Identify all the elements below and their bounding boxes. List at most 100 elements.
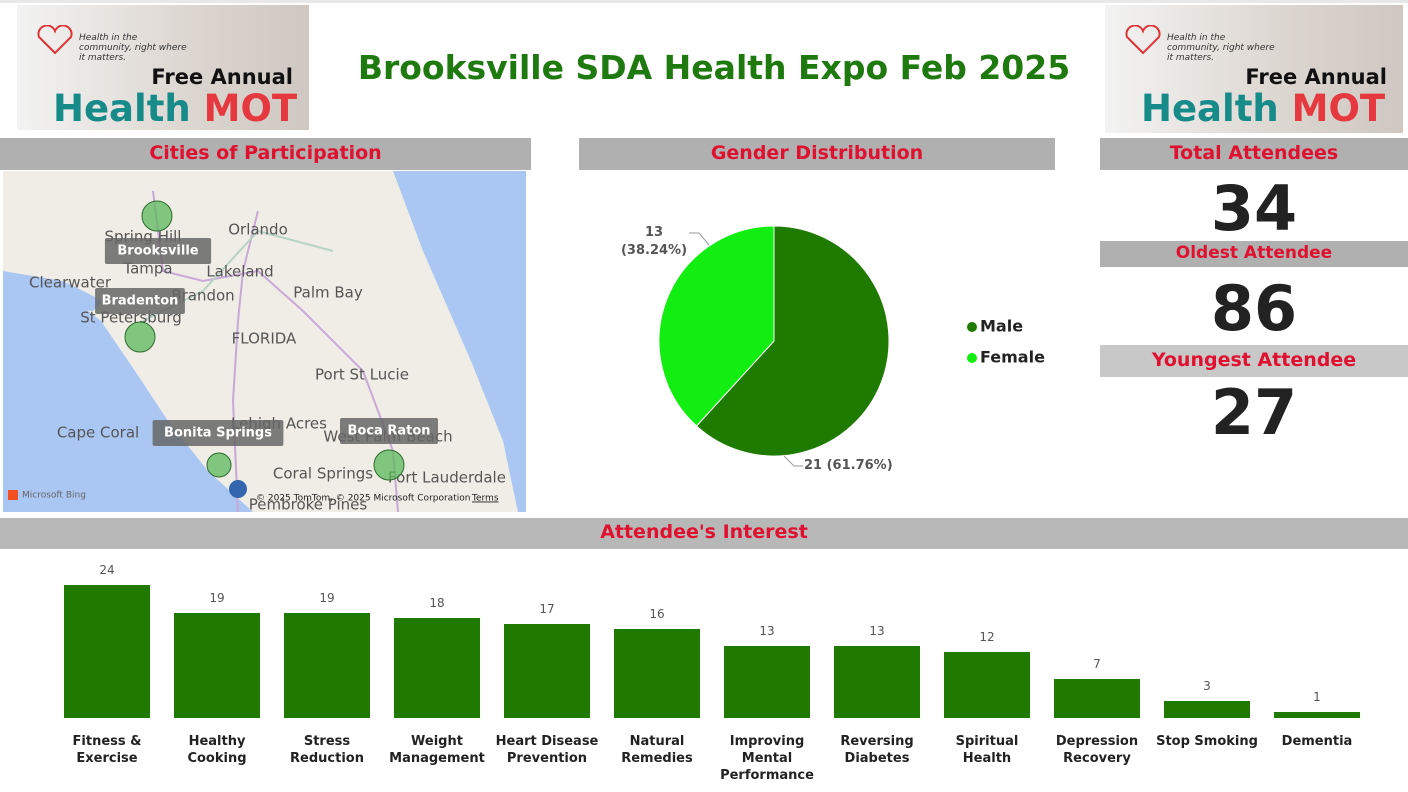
x-tick-label: Natural Remedies [621,734,693,766]
pie-title: Gender Distribution [579,138,1055,170]
city-bubble [141,200,173,232]
bar-chart: 24 Fitness & Exercise 19 Healthy Cooking 19 S… [0,549,1408,792]
x-tick-label: Heart Disease Prevention [495,734,599,766]
map-credits: © 2025 TomTom, © 2025 Microsoft Corporat… [256,494,470,504]
bar-value-label: 16 [649,607,665,622]
banner-mot: MOT [203,87,298,130]
x-tick-label: Fitness & Exercise [72,734,142,766]
banner-health: Health [53,87,191,130]
kpi-title: Oldest Attendee [1100,241,1408,267]
kpi-title: Total Attendees [1100,138,1408,170]
banner-heading: Health MOT [53,87,297,130]
place-label: Cape Coral [57,424,139,442]
place-label: Clearwater [29,274,112,292]
pie-slice [658,225,775,427]
leader-line [689,232,710,246]
page-title: Brooksville SDA Health Expo Feb 2025 [357,48,1071,87]
bar-value-label: 13 [759,623,775,638]
x-tick-label: Healthy Cooking [187,734,247,766]
city-label-bg [340,418,438,444]
heart [1125,25,1161,55]
heart-icon [37,25,73,55]
banner-health: Health [1141,87,1279,130]
kpi-title: Youngest Attendee [1100,345,1408,377]
map-title: Cities of Participation [0,138,531,170]
banner-heading: Health MOT [1141,87,1385,130]
x-tick-label: Spiritual Health [955,734,1019,766]
place-label: Lakeland [206,263,273,281]
leader-line [783,455,803,467]
x-tick-label: Weight Management [389,734,485,766]
bar-value-label: 24 [99,563,115,577]
banner-mot: MOT [1291,87,1386,130]
legend-label: Female [980,348,1045,367]
label-box: 21 (61.76%) [804,458,893,473]
city-label: Brooksville [117,244,198,259]
pie-value-label: 13 (38.24%) [620,225,688,258]
map-provider: Microsoft Bing [22,491,86,501]
bar [1054,679,1140,718]
place-label: Port St Lucie [315,366,409,384]
place-label: Coral Springs [273,465,373,483]
place-label: Brandon [171,287,234,305]
bar-title: Attendee's Interest [0,518,1408,549]
bar [504,623,590,718]
highway-shield [229,480,247,498]
city-bubble [373,449,405,481]
bar-value-label: 12 [979,629,995,644]
heart-icon [1125,25,1161,55]
legend-swatch [967,353,977,363]
bar [394,618,480,718]
bar [174,612,260,718]
place-label: FLORIDA [232,330,297,348]
pie-value-label: 21 (61.76%) [804,458,893,473]
city-label-bg [95,288,185,314]
kpi-value: 34 [1210,172,1298,245]
legend-swatch [967,322,977,332]
bar-value-label: 7 [1093,657,1101,672]
banner-tagline: Health in the community, right where it … [1167,33,1275,63]
city-label: Boca Raton [347,424,430,439]
bar [64,585,150,718]
bar-value-label: 19 [209,590,225,605]
banner-line: Free Annual [1245,65,1387,89]
pie-chart: 21 (61.76%) 13 (38.24%) Male Female [620,225,1045,473]
banner-tagline: Health in the community, right where it … [79,33,187,63]
x-tick-label: Depression Recovery [1055,734,1139,766]
bar [1274,712,1360,718]
bar-value-label: 1 [1313,690,1321,705]
city-bubble [124,321,156,353]
bar [614,629,700,718]
kpi-value: 27 [1210,376,1298,449]
x-tick-label: Reversing Diabetes [840,734,914,766]
place-label: Palm Bay [293,284,363,302]
bar [834,645,920,718]
bar-value-label: 19 [319,590,335,605]
map-terms: Terms [471,494,499,504]
banner: Health in the community, right where it … [17,5,309,130]
bar-value-label: 13 [869,623,885,638]
bar-value-label: 18 [429,596,445,611]
bar [724,645,810,718]
x-tick-label: Stress Reduction [290,734,364,766]
x-tick-label: Dementia [1281,734,1353,749]
heart [37,25,73,55]
city-label-bg [152,420,284,446]
legend-label: Male [980,317,1023,336]
x-tick-label: Improving Mental Performance [720,734,814,783]
bar-value-label: 3 [1203,679,1211,694]
bay [3,271,103,311]
city-label-bg [104,238,212,264]
kpi-value: 86 [1210,272,1298,345]
city-bubble [206,452,232,478]
bar [1164,701,1250,718]
banner-line: Free Annual [151,65,293,89]
bar [944,651,1030,718]
place-label: Fort Lauderdale [388,469,506,487]
x-tick-label: Stop Smoking [1156,734,1258,749]
top-border [0,0,1408,3]
pie-slice [695,225,890,457]
place-label: Pembroke Pines [249,496,368,513]
